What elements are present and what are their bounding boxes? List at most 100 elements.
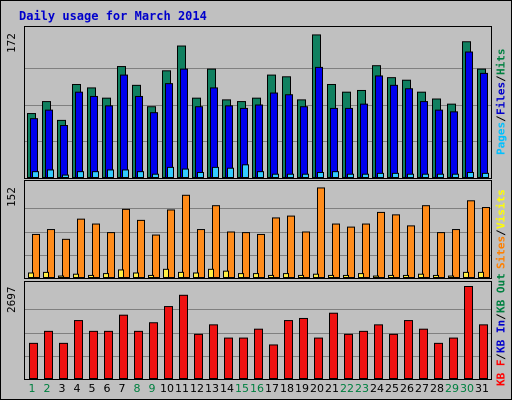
bar-pages bbox=[242, 164, 249, 178]
bar-files bbox=[60, 125, 68, 178]
bar-kb-f bbox=[419, 328, 428, 379]
bar-sites bbox=[422, 205, 430, 278]
bar-pages bbox=[77, 171, 84, 178]
bar-sites bbox=[347, 226, 355, 278]
x-tick-label: 25 bbox=[385, 382, 399, 395]
bar-kb-f bbox=[239, 337, 248, 379]
legend-item-kb-f: KB F bbox=[494, 359, 508, 387]
bar-sites bbox=[302, 231, 310, 278]
bar-pages bbox=[122, 169, 129, 178]
bar-sites bbox=[452, 229, 460, 278]
bar-kb-f bbox=[449, 337, 458, 379]
bar-sites bbox=[212, 205, 220, 278]
bar-sites bbox=[77, 218, 85, 278]
bar-visits bbox=[478, 271, 484, 278]
bar-visits bbox=[268, 274, 274, 278]
bar-pages bbox=[392, 172, 399, 178]
bar-visits bbox=[418, 273, 424, 278]
bar-visits bbox=[238, 273, 244, 278]
bar-visits bbox=[313, 273, 319, 278]
x-tick-label: 11 bbox=[175, 382, 189, 395]
x-tick-label: 5 bbox=[88, 382, 96, 395]
bar-kb-f bbox=[344, 333, 353, 379]
bar-kb-f bbox=[359, 330, 368, 379]
bar-visits bbox=[208, 268, 214, 278]
legend-item-kb-out: KB Out bbox=[494, 273, 508, 314]
bar-pages bbox=[332, 171, 339, 178]
bar-files bbox=[135, 95, 143, 178]
bar-kb-f bbox=[389, 333, 398, 379]
bar-pages bbox=[467, 172, 474, 178]
y-max-label-kbytes: 2697 bbox=[5, 286, 18, 314]
bar-visits bbox=[223, 270, 229, 278]
bar-files bbox=[255, 104, 263, 178]
bar-pages bbox=[197, 172, 204, 178]
bar-kb-f bbox=[254, 328, 263, 379]
bar-kb-f bbox=[224, 337, 233, 379]
chart-title: Daily usage for March 2014 bbox=[19, 9, 207, 23]
bar-sites bbox=[137, 219, 145, 278]
bar-files bbox=[210, 87, 218, 178]
bar-sites bbox=[257, 233, 265, 278]
bar-sites bbox=[392, 214, 400, 278]
bar-visits bbox=[88, 274, 94, 278]
bar-pages bbox=[452, 173, 459, 178]
bar-sites bbox=[467, 200, 475, 278]
kbytes-panel bbox=[24, 281, 492, 380]
x-tick-label: 18 bbox=[280, 382, 294, 395]
legend-item-kb-in: KB In bbox=[494, 320, 508, 354]
bar-sites bbox=[362, 223, 370, 278]
bar-pages bbox=[377, 172, 384, 178]
bar-kb-f bbox=[434, 342, 443, 379]
bar-sites bbox=[437, 232, 445, 278]
bar-visits bbox=[388, 274, 394, 278]
bar-files bbox=[330, 107, 338, 178]
bar-kb-f bbox=[104, 330, 113, 379]
bar-pages bbox=[437, 173, 444, 178]
bar-kb-f bbox=[194, 333, 203, 379]
bar-visits bbox=[343, 274, 349, 278]
bar-visits bbox=[463, 271, 469, 278]
bar-files bbox=[180, 68, 188, 178]
legend-item-pages: Pages bbox=[494, 121, 508, 155]
bar-sites bbox=[182, 194, 190, 278]
x-tick-label: 28 bbox=[430, 382, 444, 395]
x-tick-label: 30 bbox=[460, 382, 474, 395]
bar-pages bbox=[317, 172, 324, 178]
bar-kb-f bbox=[284, 320, 293, 379]
bar-visits bbox=[178, 271, 184, 278]
bar-pages bbox=[227, 167, 234, 178]
x-tick-label: 9 bbox=[148, 382, 156, 395]
x-tick-label: 21 bbox=[325, 382, 339, 395]
x-tick-label: 22 bbox=[340, 382, 354, 395]
bar-files bbox=[450, 111, 458, 178]
bar-files bbox=[480, 72, 488, 178]
bar-visits bbox=[118, 269, 124, 278]
bar-kb-f bbox=[479, 324, 488, 379]
legend-sites-visits: Sites / Visits bbox=[494, 189, 508, 269]
legend-item-files: Files bbox=[494, 82, 508, 116]
legend-item-visits: Visits bbox=[494, 189, 508, 229]
bar-files bbox=[465, 51, 473, 178]
bar-kb-f bbox=[74, 320, 83, 379]
bar-pages bbox=[272, 173, 279, 178]
bar-sites bbox=[287, 215, 295, 278]
bar-visits bbox=[133, 272, 139, 278]
bar-visits bbox=[358, 273, 364, 278]
bar-files bbox=[345, 107, 353, 178]
x-tick-label: 7 bbox=[118, 382, 126, 395]
bar-pages bbox=[347, 173, 354, 178]
bar-kb-f bbox=[119, 314, 128, 379]
hits-files-pages-plot bbox=[25, 34, 491, 178]
x-tick-label: 13 bbox=[205, 382, 219, 395]
bar-visits bbox=[433, 274, 439, 278]
bar-pages bbox=[407, 173, 414, 178]
x-tick-label: 27 bbox=[415, 382, 429, 395]
bar-files bbox=[435, 109, 443, 178]
bar-sites bbox=[62, 238, 70, 278]
x-tick-label: 23 bbox=[355, 382, 369, 395]
bar-pages bbox=[47, 169, 54, 178]
bar-kb-f bbox=[44, 330, 53, 379]
bar-pages bbox=[422, 173, 429, 178]
